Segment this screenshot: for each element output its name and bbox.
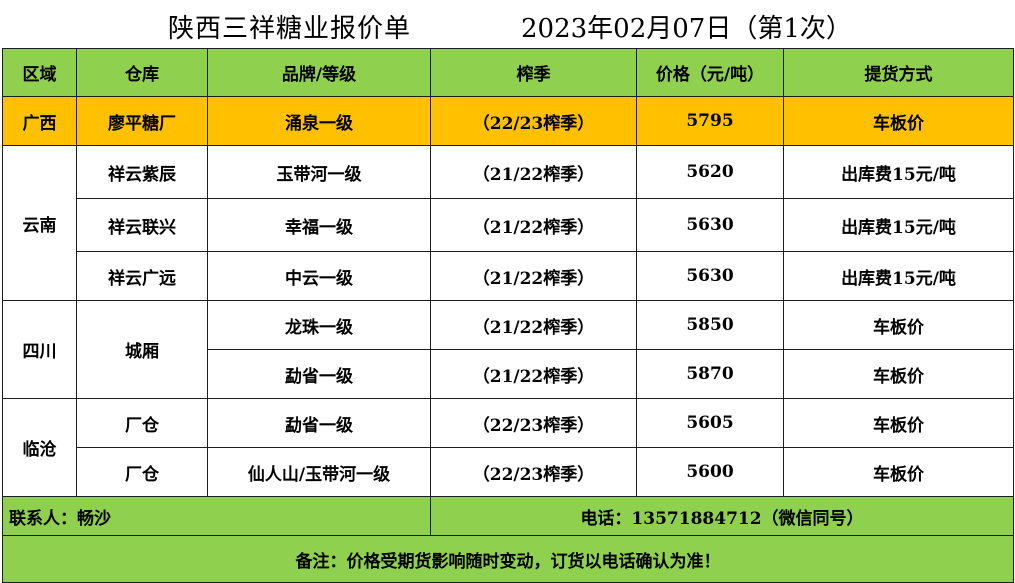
warehouse-cell: 厂仓 (76, 398, 208, 448)
delivery-cell: 出库费15元/吨 (783, 198, 1014, 252)
region-cell: 临沧 (2, 398, 77, 497)
delivery-cell: 车板价 (783, 96, 1014, 146)
season-cell: （22/23榨季） (430, 398, 637, 448)
brand-cell: 中云一级 (207, 251, 431, 301)
delivery-cell: 车板价 (783, 447, 1014, 497)
brand-cell: 涌泉一级 (207, 96, 431, 146)
season-cell: （21/22榨季） (430, 198, 637, 252)
brand-cell: 勐省一级 (207, 398, 431, 448)
price-cell: 5605 (636, 398, 784, 448)
price-cell: 5795 (636, 96, 784, 146)
delivery-cell: 出库费15元/吨 (783, 251, 1014, 301)
warehouse-cell: 城厢 (76, 300, 208, 399)
delivery-cell: 车板价 (783, 349, 1014, 399)
season-cell: （21/22榨季） (430, 300, 637, 350)
table-row: 四川 城厢 龙珠一级 （21/22榨季） 5850 车板价 (2, 300, 1014, 399)
region-cell: 广西 (2, 96, 77, 146)
warehouse-cell: 祥云联兴 (76, 198, 208, 252)
delivery-cell: 出库费15元/吨 (783, 145, 1014, 199)
header-row: 区域 仓库 品牌/等级 榨季 价格（元/吨） 提货方式 (2, 48, 1014, 97)
brand-cell: 勐省一级 (207, 349, 431, 399)
brand-cell: 玉带河一级 (207, 145, 431, 199)
table-row: 勐省一级 （21/22榨季） 5870 车板价 (3, 349, 1014, 399)
sheet-date: 2023年02月07日（第1次） (521, 14, 852, 44)
table-row: 厂仓 仙人山/玉带河一级 （22/23榨季） 5600 车板价 (3, 447, 1014, 497)
season-cell: （22/23榨季） (430, 447, 637, 497)
table-row: 祥云联兴 幸福一级 （21/22榨季） 5630 出库费15元/吨 (3, 198, 1014, 252)
table-row: 祥云广远 中云一级 （21/22榨季） 5630 出库费15元/吨 (3, 251, 1014, 301)
warehouse-cell: 厂仓 (76, 447, 208, 497)
brand-cell: 仙人山/玉带河一级 (207, 447, 431, 497)
season-cell: （21/22榨季） (430, 251, 637, 301)
brand-cell: 幸福一级 (207, 198, 431, 252)
contact-person: 联系人：畅沙 (2, 496, 431, 536)
contact-phone: 电话：13571884712（微信同号） (430, 496, 1014, 536)
price-cell: 5850 (636, 300, 784, 350)
header-warehouse: 仓库 (76, 48, 208, 97)
season-cell: （21/22榨季） (430, 349, 637, 399)
note-row: 备注：价格受期货影响随时变动，订货以电话确认为准！ (2, 535, 1014, 583)
header-price: 价格（元/吨） (636, 48, 784, 97)
price-cell: 5600 (636, 447, 784, 497)
table-row: 广西 廖平糖厂 涌泉一级 （22/23榨季） 5795 车板价 (2, 96, 1014, 146)
price-table: 区域 仓库 品牌/等级 榨季 价格（元/吨） 提货方式 广西 廖平糖厂 涌泉一级… (2, 48, 1014, 583)
warehouse-cell: 祥云紫辰 (76, 145, 208, 199)
season-cell: （22/23榨季） (430, 96, 637, 146)
table-row: 临沧 厂仓 勐省一级 （22/23榨季） 5605 车板价 (2, 398, 1014, 497)
season-cell: （21/22榨季） (430, 145, 637, 199)
price-cell: 5630 (636, 251, 784, 301)
contact-row: 联系人：畅沙 电话：13571884712（微信同号） (2, 496, 1014, 536)
warehouse-cell: 廖平糖厂 (76, 96, 208, 146)
delivery-cell: 车板价 (783, 398, 1014, 448)
header-region: 区域 (2, 48, 77, 97)
sheet-title: 陕西三祥糖业报价单 (168, 14, 412, 44)
header-brand: 品牌/等级 (207, 48, 431, 97)
title-row: 陕西三祥糖业报价单 2023年02月07日（第1次） (0, 0, 1015, 48)
header-delivery: 提货方式 (783, 48, 1014, 97)
remark-note: 备注：价格受期货影响随时变动，订货以电话确认为准！ (2, 535, 1014, 583)
region-cell: 云南 (2, 145, 77, 301)
warehouse-cell: 祥云广远 (76, 251, 208, 301)
delivery-cell: 车板价 (783, 300, 1014, 350)
brand-cell: 龙珠一级 (207, 300, 431, 350)
region-cell: 四川 (2, 300, 77, 399)
price-cell: 5620 (636, 145, 784, 199)
header-season: 榨季 (430, 48, 637, 97)
table-row: 云南 祥云紫辰 玉带河一级 （21/22榨季） 5620 出库费15元/吨 (2, 145, 1014, 301)
price-cell: 5870 (636, 349, 784, 399)
price-cell: 5630 (636, 198, 784, 252)
